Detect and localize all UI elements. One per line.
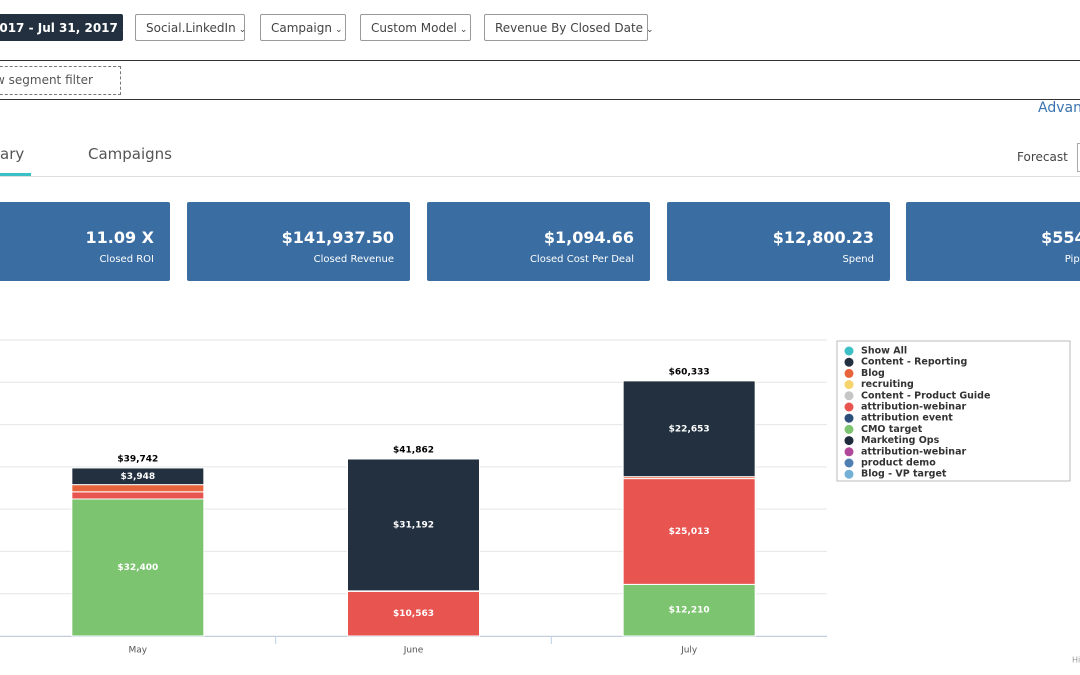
forecast-label: Forecast — [1017, 150, 1068, 164]
divider — [0, 60, 1080, 61]
chevron: ⌄ — [459, 25, 468, 35]
legend-entry: recruiting — [861, 379, 914, 390]
filter-button[interactable]: Campaign ⌄ — [260, 14, 346, 41]
legend-entry: Marketing Ops — [861, 435, 940, 446]
value-label: $31,192 — [393, 520, 434, 530]
legend-marker — [844, 436, 854, 446]
filter-button-text: Campaign — [271, 21, 332, 35]
legend-entry: Content - Product Guide — [861, 390, 990, 401]
x-tick-label: July — [680, 646, 698, 656]
x-tick-label: May — [129, 646, 148, 656]
value-label: $32,400 — [117, 563, 158, 573]
legend-entry: attribution event — [861, 413, 953, 424]
kpi-value: $141,937.50 — [281, 228, 394, 247]
bar-segment — [71, 498, 205, 637]
legend-box — [836, 340, 1071, 482]
bar-segment — [71, 467, 205, 486]
filter-button-text: Social.LinkedIn — [146, 21, 236, 35]
legend-marker — [844, 346, 854, 356]
bar-segment — [622, 583, 756, 637]
legend-marker — [844, 402, 854, 412]
bar-segment — [347, 458, 480, 592]
bar-segment — [71, 491, 205, 500]
legend-entry: product demo — [861, 458, 936, 469]
legend-marker — [844, 368, 854, 378]
chart: May June July $32,400 $3,948 $39,742 $10,563 $3… — [0, 339, 1080, 665]
filter-button[interactable]: Custom Model ⌄ — [360, 14, 471, 41]
filter-button[interactable]: Social.LinkedIn ⌄ — [135, 14, 247, 41]
kpi-label: Closed Revenue — [313, 254, 394, 265]
value-label: $10,563 — [393, 609, 434, 619]
kpi-label: Spend — [842, 254, 874, 265]
bar-segment — [622, 478, 756, 585]
stack-total-label: $39,742 — [117, 454, 158, 464]
segment-filter-text: w segment filter — [0, 73, 93, 87]
segment-filter[interactable]: w segment filter — [0, 66, 121, 95]
tab[interactable]: Campaigns — [88, 145, 173, 163]
legend-marker — [844, 424, 854, 434]
filter-button-text: Custom Model — [371, 21, 457, 35]
legend-marker — [844, 447, 854, 457]
kpi-card: $12,800.23 Spend — [667, 202, 890, 281]
legend-entry: attribution-webinar — [861, 446, 966, 457]
legend-entry: Blog - VP target — [861, 469, 947, 480]
kpi-value: 11.09 X — [85, 228, 154, 247]
legend-entry: Blog — [861, 368, 885, 379]
legend-marker — [844, 391, 854, 401]
bar-segment — [622, 380, 756, 478]
date-range-text: 2017 - Jul 31, 2017 — [0, 21, 118, 35]
legend-entry: Content - Reporting — [861, 357, 967, 368]
value-label: $22,653 — [669, 424, 710, 434]
value-label: $12,210 — [669, 606, 710, 616]
date-range-button[interactable]: 2017 - Jul 31, 2017 ⌄ — [0, 14, 128, 41]
legend-marker — [844, 413, 854, 423]
kpi-card: $141,937.50 Closed Revenue — [187, 202, 410, 281]
legend-marker — [844, 469, 854, 479]
legend-entry: CMO target — [861, 424, 923, 435]
value-label: $3,948 — [120, 472, 155, 482]
forecast-select[interactable] — [1077, 143, 1080, 172]
x-tick-label: June — [403, 646, 424, 656]
chevron: ⌄ — [238, 25, 247, 35]
bar-segment — [71, 484, 205, 493]
kpi-value: $1,094.66 — [543, 228, 634, 247]
legend-marker — [844, 380, 854, 390]
filter-button[interactable]: Revenue By Closed Date ⌄ — [484, 14, 654, 41]
advanced-link[interactable]: Advan — [1038, 100, 1080, 116]
divider — [0, 176, 1080, 177]
kpi-label: Closed ROI — [99, 254, 154, 265]
stack-total-label: $41,862 — [393, 445, 434, 455]
legend-marker — [844, 357, 854, 367]
tab-underline — [0, 173, 31, 176]
legend-entry: attribution-webinar — [861, 402, 966, 413]
tab[interactable]: ary — [0, 145, 25, 163]
chevron: ⌄ — [334, 25, 343, 35]
kpi-value: $12,800.23 — [772, 228, 874, 247]
kpi-card: $1,094.66 Closed Cost Per Deal — [427, 202, 650, 281]
value-label: $25,013 — [669, 527, 710, 537]
kpi-card: 11.09 X Closed ROI — [0, 202, 170, 281]
legend-entry: Show All — [861, 346, 907, 357]
filter-button-text: Revenue By Closed Date — [495, 21, 644, 35]
kpi-value: $554,20 — [1041, 228, 1080, 247]
kpi-card: $554,20 Pipeline R — [906, 202, 1080, 281]
chevron: ⌄ — [646, 25, 654, 35]
credit: Hi — [1072, 656, 1080, 665]
stack-total-label: $60,333 — [669, 367, 710, 377]
kpi-label: Pipeline R — [1064, 254, 1080, 265]
kpi-label: Closed Cost Per Deal — [529, 254, 634, 265]
bar-segment — [347, 590, 480, 637]
divider — [0, 99, 1080, 100]
legend-marker — [844, 458, 854, 468]
